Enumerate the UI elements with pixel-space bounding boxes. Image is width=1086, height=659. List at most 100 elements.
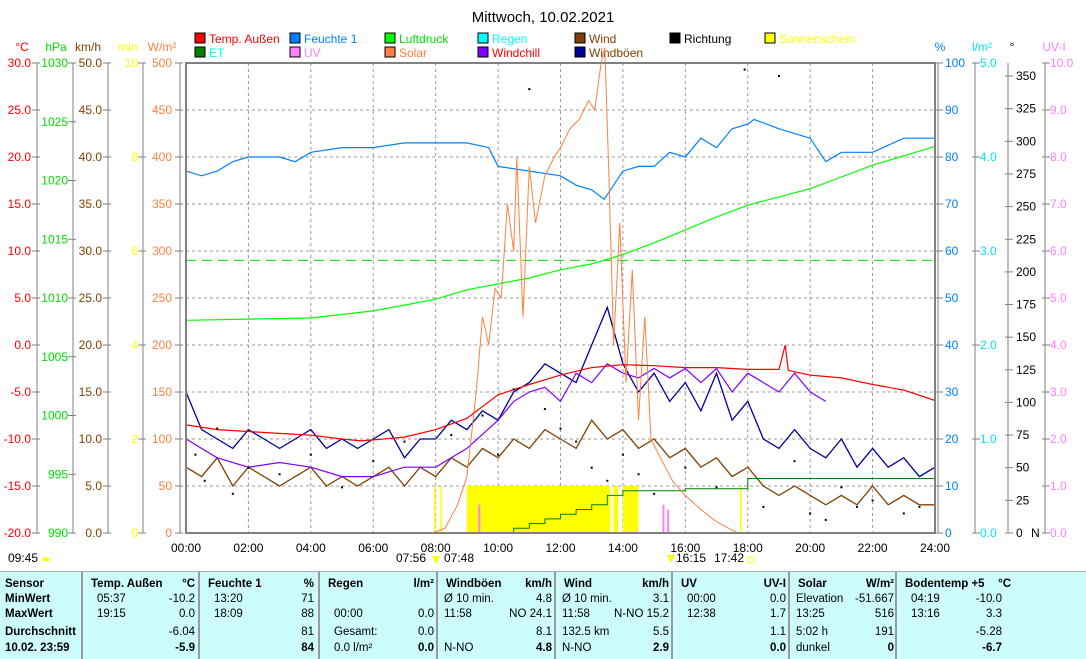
column-title: Windböen bbox=[446, 578, 502, 590]
left-axis-unit: hPa bbox=[45, 40, 67, 54]
sunshine-bar bbox=[739, 486, 742, 533]
direction-point bbox=[543, 407, 546, 410]
direction-point bbox=[684, 466, 687, 469]
left-axis-tick-label: 1030 bbox=[41, 56, 68, 70]
direction-point bbox=[309, 453, 312, 456]
right-axis-tick-label: 25 bbox=[1016, 493, 1030, 507]
legend-label-10: Windchill bbox=[492, 46, 540, 60]
left-axis-tick-label: 100 bbox=[152, 432, 172, 446]
right-axis-tick-label: 50 bbox=[945, 291, 959, 305]
direction-point bbox=[777, 75, 780, 78]
cell-value: 71 bbox=[301, 593, 314, 605]
left-axis-tick-label: 35.0 bbox=[79, 197, 103, 211]
sunshine-bar bbox=[434, 486, 436, 533]
right-axis-tick-label: 90 bbox=[945, 103, 959, 117]
sun-end-time: 17:42 bbox=[714, 551, 744, 565]
cell-label: N-NO bbox=[444, 642, 474, 654]
left-axis-tick-label: 45.0 bbox=[79, 103, 103, 117]
cell-value: 1.1 bbox=[770, 626, 786, 638]
right-axis-tick-label: 100 bbox=[945, 56, 965, 70]
right-axis-tick-label: 250 bbox=[1016, 200, 1036, 214]
column-unit: l/m² bbox=[413, 578, 434, 590]
right-axis-tick-label: 200 bbox=[1016, 265, 1036, 279]
legend-label-4: Wind bbox=[589, 32, 616, 46]
cell-value: -5.9 bbox=[175, 642, 195, 654]
direction-point bbox=[481, 414, 484, 417]
x-tick-label: 04:00 bbox=[296, 541, 326, 555]
left-axis-tick-label: 300 bbox=[152, 244, 172, 258]
legend-swatch-10 bbox=[477, 46, 489, 58]
left-axis-unit: min bbox=[118, 40, 137, 54]
cell-value: 84 bbox=[301, 642, 314, 654]
cell-label: 18:09 bbox=[214, 608, 243, 620]
row-label: MaxWert bbox=[5, 608, 53, 620]
column-unit: km/h bbox=[642, 578, 669, 590]
cell-value: 5.5 bbox=[653, 626, 669, 638]
column-divider bbox=[198, 572, 200, 659]
cell-value: 0.0 bbox=[770, 642, 786, 654]
right-axis-tick-label: 75 bbox=[1016, 428, 1030, 442]
cell-value: -6.04 bbox=[168, 626, 195, 638]
left-axis-tick-label: 450 bbox=[152, 103, 172, 117]
left-axis-tick-label: 250 bbox=[152, 291, 172, 305]
right-axis-tick-label: 80 bbox=[945, 150, 959, 164]
cell-label: 13:20 bbox=[214, 593, 243, 605]
left-axis-tick-label: 10 bbox=[125, 56, 139, 70]
column-unit: °C bbox=[998, 578, 1011, 590]
left-axis-tick-label: 6 bbox=[131, 244, 138, 258]
right-axis-unit: % bbox=[935, 40, 946, 54]
cell-value: 81 bbox=[301, 626, 314, 638]
left-axis-tick-label: 25.0 bbox=[79, 291, 103, 305]
right-axis-tick-label: 30 bbox=[945, 385, 959, 399]
right-axis-tick-label: 5.0 bbox=[980, 56, 997, 70]
cell-value: -10.0 bbox=[975, 593, 1002, 605]
legend-swatch-2 bbox=[384, 32, 396, 44]
cell-value: 0.0 bbox=[418, 642, 434, 654]
right-axis-tick-label: 6.0 bbox=[1050, 244, 1067, 258]
right-axis-tick-label: 150 bbox=[1016, 330, 1036, 344]
direction-point bbox=[216, 427, 219, 430]
cell-label: 19:15 bbox=[97, 608, 126, 620]
cell-value: 3.1 bbox=[653, 593, 669, 605]
legend-swatch-4 bbox=[574, 32, 586, 44]
cell-value: 4.8 bbox=[536, 593, 552, 605]
left-axis-tick-label: 30.0 bbox=[8, 56, 32, 70]
cell-value: NO 24.1 bbox=[509, 608, 552, 620]
column-title: Regen bbox=[328, 578, 364, 590]
left-axis-tick-label: 15.0 bbox=[8, 197, 32, 211]
cell-label: 11:58 bbox=[444, 608, 472, 620]
sunrise-time: 07:56 bbox=[396, 551, 426, 565]
right-axis-tick-label: 0.0 bbox=[1050, 526, 1067, 540]
column-unit: UV-I bbox=[763, 578, 786, 590]
legend-swatch-5 bbox=[669, 32, 681, 44]
right-axis-tick-label: 300 bbox=[1016, 134, 1036, 148]
solar-line bbox=[432, 47, 739, 534]
x-tick-label: 12:00 bbox=[545, 541, 575, 555]
left-axis-tick-label: 0 bbox=[165, 526, 172, 540]
left-axis-tick-label: 40.0 bbox=[79, 150, 103, 164]
left-axis-tick-label: 0.0 bbox=[14, 338, 31, 352]
left-axis-tick-label: 1025 bbox=[41, 115, 68, 129]
column-divider bbox=[436, 572, 438, 659]
direction-point bbox=[824, 518, 827, 521]
right-axis-tick-label: 350 bbox=[1016, 69, 1036, 83]
column-title: Solar bbox=[798, 578, 827, 590]
left-axis-tick-label: 1000 bbox=[41, 409, 68, 423]
x-tick-label: 10:00 bbox=[483, 541, 513, 555]
column-divider bbox=[895, 572, 897, 659]
left-axis-unit: km/h bbox=[75, 40, 101, 54]
direction-point bbox=[231, 492, 234, 495]
x-tick-label: 20:00 bbox=[795, 541, 825, 555]
left-axis-tick-label: 350 bbox=[152, 197, 172, 211]
cell-value: 0.0 bbox=[418, 626, 434, 638]
right-axis-tick-label: 8.0 bbox=[1050, 150, 1067, 164]
cell-label: 0.0 l/m² bbox=[334, 642, 373, 654]
row-label: Sensor bbox=[5, 578, 44, 590]
humidity-line bbox=[185, 118, 935, 201]
right-axis-tick-label: 225 bbox=[1016, 232, 1036, 246]
stats-table: Sensor MinWert MaxWert Durchschnitt 10.02. 2… bbox=[0, 571, 1086, 659]
row-label: MinWert bbox=[5, 593, 51, 605]
right-axis-tick-label: 3.0 bbox=[1050, 385, 1067, 399]
cell-label: 11:58 bbox=[562, 608, 590, 620]
cell-value: 0 bbox=[887, 642, 894, 654]
